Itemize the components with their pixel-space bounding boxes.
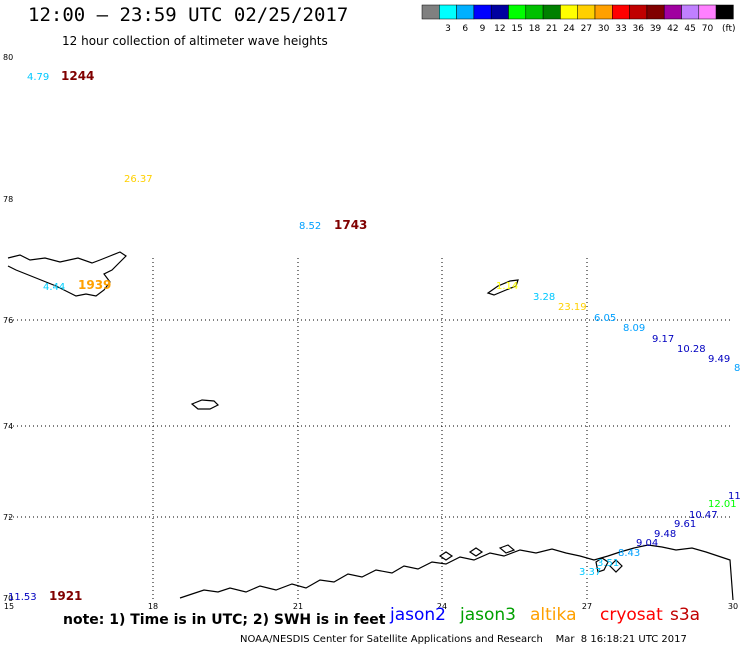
wave-height-observations: 4.79 1244 26.37 8.52 1743 4.44 1939 1.14 3.2823.… [8,69,740,603]
satellite-altika: altika [530,605,577,625]
legend-swatch [421,4,440,20]
wave-height-label: 3.37 [579,567,601,578]
legend-tick-label: 12 [494,24,505,34]
legend-swatch [629,4,648,20]
legend-swatch [439,4,457,20]
satellite-s3a: s3a [670,605,701,625]
map-title: 12:00 – 23:59 UTC 02/25/2017 [28,4,349,26]
svalbard-coast [7,251,127,297]
units-note: note: 1) Time is in UTC; 2) SWH is in fe… [63,612,386,628]
legend-swatch [577,4,596,20]
legend-swatch [594,4,613,20]
longitude-label: 24 [437,602,447,611]
longitude-label: 15 [4,602,14,611]
legend-swatch [456,4,475,20]
latitude-label: 78 [3,195,13,204]
wave-height-label: 9.49 [708,354,730,365]
norway-coast [179,544,734,601]
wave-height-label: 4.44 [43,282,65,293]
wave-height-label: 9.17 [652,334,674,345]
coastline [7,251,734,601]
wave-height-label: 9.04 [636,538,658,549]
legend-swatch [681,4,700,20]
color-legend: 3 6 9 12 15 18 21 24 27 30 33 36 39 42 45 70 (ft) [421,4,736,34]
legend-tick-label: 18 [529,24,541,34]
obs-time-label: 1743 [334,218,367,232]
kong-karls-land-coast [486,279,519,296]
legend-tick-label: 15 [511,24,522,34]
legend-tick-label: 6 [462,24,468,34]
wave-height-label: 26.37 [124,174,153,185]
legend-tick-label: 24 [563,24,575,34]
legend-tick-label: 30 [598,24,610,34]
longitude-label: 18 [148,602,158,611]
wave-height-label: 6.05 [594,313,616,324]
obs-time-label: 1939 [78,278,111,292]
legend-swatch [663,4,682,20]
wave-height-label: 8.52 [299,221,321,232]
latitude-label: 70 [3,594,13,603]
legend-unit: (ft) [722,24,736,34]
legend-tick-label: 45 [684,24,695,34]
legend-tick-label: 42 [667,24,678,34]
wave-height-label: 3.28 [533,292,555,303]
legend-swatch [473,4,492,20]
wave-height-label: 8.09 [623,323,645,334]
legend-swatch [525,4,544,20]
legend-tick-label: 39 [650,24,662,34]
wave-height-label: 10.47 [689,510,718,521]
legend-swatch [646,4,665,20]
credit-footer: NOAA/NESDIS Center for Satellite Applica… [240,634,687,645]
legend-swatch [560,4,578,20]
legend-swatch [542,4,561,20]
longitude-label: 30 [728,602,738,611]
latitude-label: 74 [3,422,13,431]
wave-height-label: 9.61 [674,519,696,530]
latitude-label: 80 [3,53,13,62]
legend-swatch [490,4,509,20]
legend-tick-label: 3 [445,24,451,34]
wave-height-label: 23.19 [558,302,587,313]
satellite-jason3: jason3 [460,605,516,625]
wave-height-label: 11 [728,491,740,502]
longitude-label: 27 [582,602,592,611]
latitude-label: 76 [3,316,13,325]
wave-height-label: 10.28 [677,344,706,355]
longitude-label: 21 [293,602,303,611]
obs-time-label: 1244 [61,69,94,83]
legend-tick-label: 21 [546,24,557,34]
wave-height-label: 8 [734,363,740,374]
legend-swatch [698,4,717,20]
obs-time-label: 1921 [49,589,82,603]
latitude-label: 72 [3,513,13,522]
wave-height-label: 1.14 [496,281,518,292]
legend-tick-label: 9 [480,24,486,34]
satellite-cryosat: cryosat [600,605,663,625]
bear-island-coast [190,399,220,410]
map-subtitle: 12 hour collection of altimeter wave hei… [62,34,328,48]
legend-tick-label: 70 [702,24,714,34]
wave-height-label: 3.51 [597,558,619,569]
legend-tick-label: 33 [615,24,626,34]
wave-height-label: 8.43 [618,548,640,559]
legend-swatch [612,4,630,20]
wave-height-label: 9.48 [654,529,676,540]
wave-height-label: 12.01 [708,499,737,510]
legend-tick-label: 36 [633,24,645,34]
graticule [9,258,733,600]
wave-height-label: 4.79 [27,72,49,83]
legend-swatch [715,4,734,20]
legend-swatch [508,4,527,20]
legend-tick-label: 27 [581,24,592,34]
satellite-jason2: jason2 [390,605,446,625]
wave-height-label: 11.53 [8,592,37,603]
